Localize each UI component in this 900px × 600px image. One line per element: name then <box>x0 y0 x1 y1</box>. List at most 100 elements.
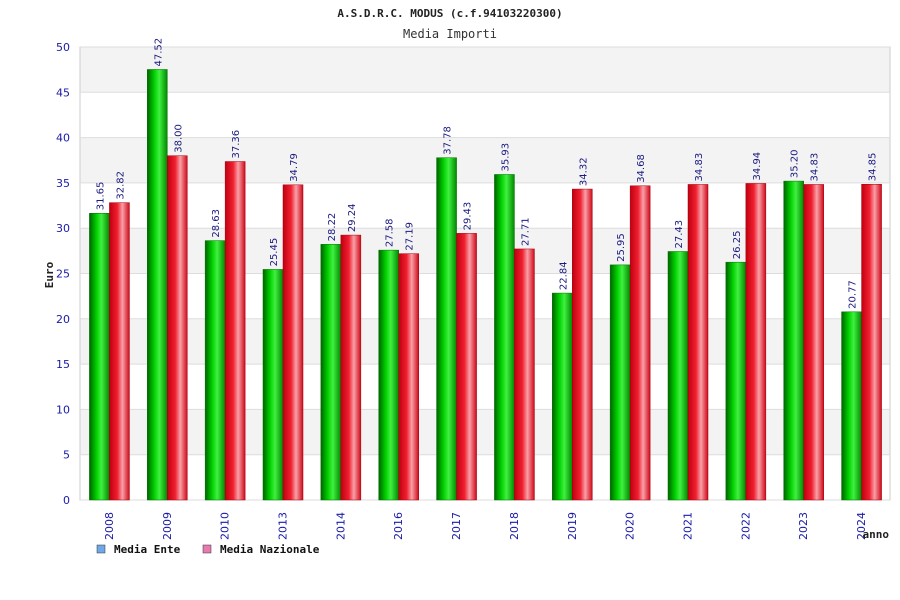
x-tick-label-2018: 2018 <box>508 512 521 540</box>
bar-media-nazionale-2013 <box>282 184 304 501</box>
x-tick-label-2019: 2019 <box>566 512 579 540</box>
chart-subtitle: Media Importi <box>403 27 497 41</box>
bar-media-nazionale-2017 <box>456 233 477 501</box>
bar-media-ente-2013 <box>262 269 284 501</box>
y-tick-label: 40 <box>56 132 70 145</box>
legend: Media Ente Media Nazionale <box>96 543 320 556</box>
y-tick-label: 10 <box>56 403 70 416</box>
bar-media-ente-2023 <box>783 180 804 501</box>
bar-media-ente-2019 <box>552 292 573 501</box>
value-label-media-ente-2016: 27.58 <box>385 218 396 247</box>
y-tick-label: 50 <box>56 41 70 54</box>
value-label-media-nazionale-2019: 34.32 <box>578 157 589 186</box>
value-label-media-nazionale-2016: 27.19 <box>405 222 416 251</box>
y-axis-label: Euro <box>43 261 56 288</box>
value-label-media-ente-2019: 22.84 <box>558 261 569 290</box>
legend-label-media-nazionale: Media Nazionale <box>220 543 320 556</box>
bar-media-nazionale-2018 <box>514 248 535 501</box>
value-label-media-nazionale-2020: 34.68 <box>636 154 647 183</box>
x-tick-label-2009: 2009 <box>161 512 174 540</box>
value-label-media-nazionale-2023: 34.83 <box>810 153 821 182</box>
plot-band <box>80 273 890 319</box>
plot-band <box>80 137 890 183</box>
value-label-media-nazionale-2010: 37.36 <box>231 130 242 159</box>
bar-media-ente-2024 <box>841 311 862 501</box>
y-tick-label: 45 <box>56 86 70 99</box>
bar-media-ente-2018 <box>494 174 515 501</box>
plot-band <box>80 228 890 274</box>
bar-media-nazionale-2009 <box>167 155 188 501</box>
x-tick-label-2016: 2016 <box>392 512 405 540</box>
plot-band <box>80 454 890 500</box>
y-tick-label: 15 <box>56 358 70 371</box>
value-label-media-nazionale-2013: 34.79 <box>289 153 300 182</box>
y-tick-label: 35 <box>56 177 70 190</box>
bar-media-ente-2020 <box>609 264 631 501</box>
x-tick-label-2022: 2022 <box>739 512 752 540</box>
y-tick-label: 25 <box>56 268 70 281</box>
plot-band <box>80 409 890 455</box>
bar-media-ente-2008 <box>89 213 110 501</box>
value-label-media-nazionale-2017: 29.43 <box>463 202 474 231</box>
y-tick-label: 20 <box>56 313 70 326</box>
bar-media-nazionale-2020 <box>629 185 651 501</box>
x-tick-label-2021: 2021 <box>682 512 695 540</box>
legend-swatch-media-nazionale <box>202 544 212 554</box>
plot-band <box>80 364 890 410</box>
bar-media-nazionale-2008 <box>109 202 130 501</box>
plot-band <box>80 92 890 138</box>
value-label-media-nazionale-2018: 27.71 <box>520 217 531 246</box>
plot-band <box>80 182 890 229</box>
bar-media-ente-2017 <box>436 157 457 501</box>
value-label-media-ente-2023: 35.20 <box>790 149 801 178</box>
bar-media-nazionale-2019 <box>572 188 593 501</box>
x-tick-label-2014: 2014 <box>334 512 347 540</box>
bars <box>89 69 882 501</box>
bar-media-nazionale-2021 <box>687 184 709 501</box>
x-axis-ticks: 2008 2009 2010 2013 2014 2016 2017 2018 2019 2020… <box>103 512 868 540</box>
bar-media-nazionale-2016 <box>398 253 419 501</box>
value-label-media-nazionale-2014: 29.24 <box>347 203 358 232</box>
bar-media-nazionale-2014 <box>340 234 362 501</box>
value-labels: 31.65 32.82 47.52 38.00 28.63 37.36 25.45 34.79… <box>95 38 878 309</box>
bar-media-nazionale-2023 <box>803 184 824 501</box>
value-label-media-ente-2014: 28.22 <box>327 213 338 242</box>
bar-media-nazionale-2010 <box>224 161 246 501</box>
x-tick-label-2024: 2024 <box>855 512 868 540</box>
bar-media-ente-2021 <box>667 251 689 501</box>
x-axis-label: anno <box>863 528 890 541</box>
value-label-media-ente-2021: 27.43 <box>674 220 685 249</box>
value-label-media-nazionale-2022: 34.94 <box>752 152 763 181</box>
x-tick-label-2010: 2010 <box>219 512 232 540</box>
y-tick-label: 30 <box>56 222 70 235</box>
y-tick-label: 5 <box>63 449 70 462</box>
legend-swatch-media-ente <box>96 544 106 554</box>
bar-media-nazionale-2024 <box>861 184 882 501</box>
bar-media-ente-2010 <box>204 240 226 501</box>
bar-media-ente-2009 <box>147 69 168 501</box>
value-label-media-ente-2024: 20.77 <box>848 280 859 309</box>
legend-label-media-ente: Media Ente <box>114 543 181 556</box>
value-label-media-nazionale-2021: 34.83 <box>694 153 705 182</box>
bar-media-ente-2016 <box>378 249 399 501</box>
value-label-media-ente-2009: 47.52 <box>153 38 164 67</box>
x-tick-label-2017: 2017 <box>450 512 463 540</box>
value-label-media-ente-2008: 31.65 <box>95 182 106 211</box>
bar-media-ente-2022 <box>725 261 747 501</box>
value-label-media-ente-2017: 37.78 <box>443 126 454 155</box>
value-label-media-ente-2022: 26.25 <box>732 231 743 260</box>
bar-media-ente-2014 <box>320 244 342 501</box>
plot-band <box>80 318 890 365</box>
chart-title: A.S.D.R.C. MODUS (c.f.94103220300) <box>337 7 562 20</box>
plot-band <box>80 47 890 93</box>
value-label-media-ente-2020: 25.95 <box>616 233 627 262</box>
x-tick-label-2013: 2013 <box>277 512 290 540</box>
y-axis-ticks: 0 5 10 15 20 25 30 35 40 45 50 <box>56 41 70 507</box>
value-label-media-ente-2013: 25.45 <box>269 238 280 267</box>
x-tick-label-2020: 2020 <box>624 512 637 540</box>
value-label-media-nazionale-2008: 32.82 <box>115 171 126 200</box>
x-tick-label-2023: 2023 <box>797 512 810 540</box>
value-label-media-nazionale-2009: 38.00 <box>173 124 184 153</box>
x-tick-label-2008: 2008 <box>103 512 116 540</box>
